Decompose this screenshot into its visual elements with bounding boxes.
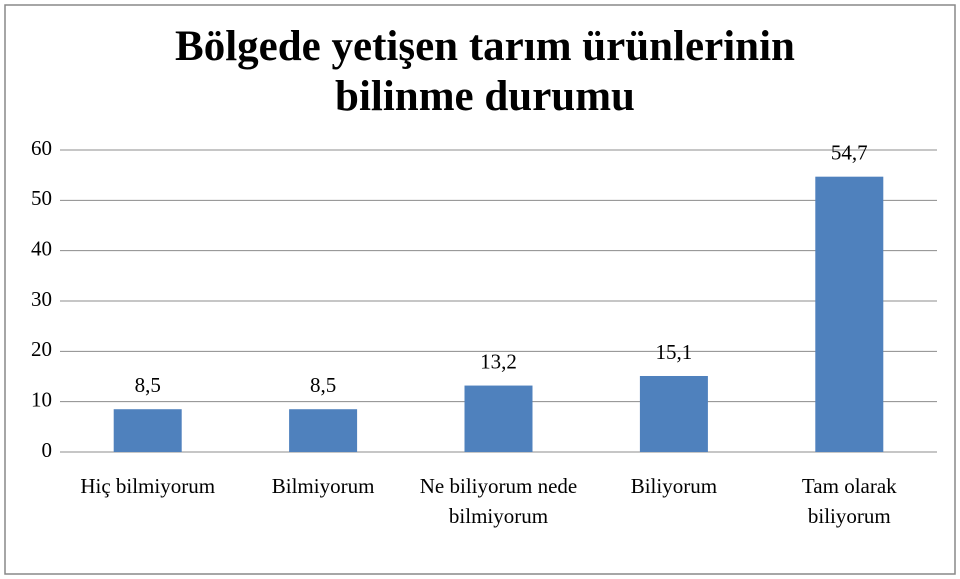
y-tick-label: 0 <box>42 438 53 462</box>
bar <box>289 409 358 452</box>
chart-title: bilinme durumu <box>335 73 635 120</box>
bar <box>815 176 884 452</box>
y-tick-label: 30 <box>31 287 52 311</box>
x-tick-label: Bilmiyorum <box>272 474 375 498</box>
data-label: 54,7 <box>831 140 868 164</box>
y-tick-label: 60 <box>31 136 52 160</box>
data-label: 15,1 <box>656 340 693 364</box>
data-label: 8,5 <box>135 373 161 397</box>
x-tick-label: Tam olarak biliyorum <box>802 474 897 528</box>
x-tick-label: Hiç bilmiyorum <box>80 474 215 498</box>
x-tick-label: Ne biliyorum nede bilmiyorum <box>420 474 577 528</box>
chart-frame <box>4 4 956 575</box>
y-tick-label: 20 <box>31 337 52 361</box>
chart-title: Bölgede yetişen tarım ürünlerinin <box>175 23 795 70</box>
bar <box>113 409 182 452</box>
data-label: 13,2 <box>480 349 517 373</box>
x-tick-label: Biliyorum <box>631 474 717 498</box>
bar <box>464 385 533 452</box>
y-tick-label: 50 <box>31 186 52 210</box>
y-tick-label: 10 <box>31 387 52 411</box>
bar <box>639 375 708 452</box>
data-label: 8,5 <box>310 373 336 397</box>
y-tick-label: 40 <box>31 236 52 260</box>
